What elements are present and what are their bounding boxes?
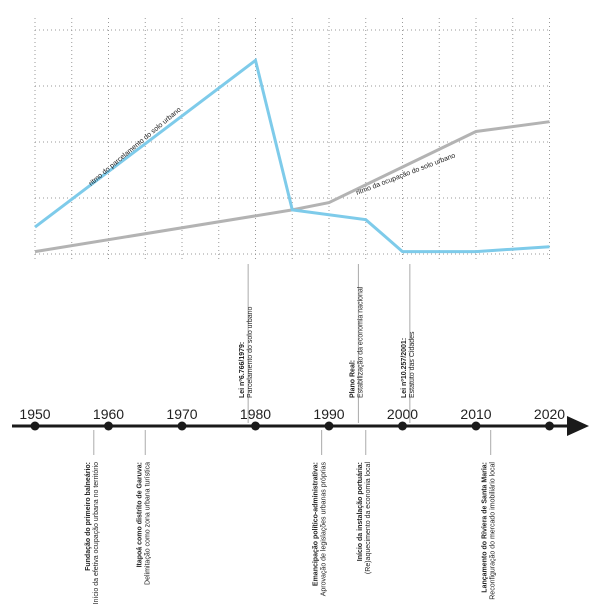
event-desc: Reconfiguração do mercado imobiliário lo… bbox=[490, 462, 497, 600]
curve-labels: ritmo do parcelamento do solo urbano rit… bbox=[88, 106, 457, 197]
event-title: Lei nº10.257/2001: bbox=[401, 338, 408, 398]
year-label-2020: 2020 bbox=[534, 406, 565, 422]
event-above-2: Lei nº10.257/2001: Estatuto das Cidades bbox=[401, 264, 416, 423]
event-desc: Início da efetiva ocupação urbana no ter… bbox=[93, 462, 100, 605]
event-title: Itapoá como distrito de Garuva: bbox=[136, 462, 143, 567]
event-below-3: Início da instalação portuária: (Re)aquec… bbox=[357, 430, 372, 574]
year-dot-2020 bbox=[545, 421, 554, 431]
event-title: Emancipação político-administrativa: bbox=[313, 462, 320, 586]
chart-series bbox=[34, 57, 550, 254]
series-line-parcelamento bbox=[34, 57, 550, 254]
event-desc: Estatuto das Cidades bbox=[409, 331, 416, 398]
series-line-ocupacao bbox=[34, 120, 550, 254]
year-label-1960: 1960 bbox=[93, 406, 124, 422]
event-desc: Delimitação como zona urbana turística bbox=[144, 462, 151, 585]
event-above-1: Plano Real: Estabilização da economia nac… bbox=[349, 264, 364, 423]
event-title: Plano Real: bbox=[349, 360, 356, 398]
timeline-events: Lei nº6.766/1979: Parcelamento do solo ur… bbox=[85, 264, 497, 604]
year-dot-2000 bbox=[398, 421, 407, 431]
event-desc: Aprovação de legislações urbanas própria… bbox=[321, 462, 328, 597]
timeline-arrowhead bbox=[567, 416, 589, 436]
timeline-axis: 1950 1960 1970 1980 1990 2000 2010 2020 bbox=[12, 406, 589, 436]
year-dot-1980 bbox=[251, 421, 260, 431]
series-label-ocupacao: ritmo da ocupação do solo urbano bbox=[355, 152, 456, 197]
year-label-1950: 1950 bbox=[19, 406, 50, 422]
event-title: Início da instalação portuária: bbox=[357, 462, 364, 561]
year-dot-2010 bbox=[471, 421, 481, 431]
event-title: Fundação do primeiro balneário: bbox=[85, 462, 92, 571]
event-desc: (Re)aquecimento da economia local bbox=[365, 462, 372, 575]
series-label-parcelamento: ritmo do parcelamento do solo urbano bbox=[88, 106, 183, 187]
year-label-1970: 1970 bbox=[166, 406, 197, 422]
year-label-2010: 2010 bbox=[460, 406, 491, 422]
year-dot-1960 bbox=[104, 421, 113, 431]
year-label-2000: 2000 bbox=[387, 406, 418, 422]
event-below-2: Emancipação político-administrativa: Apro… bbox=[313, 430, 328, 596]
chart-grid bbox=[34, 18, 550, 262]
event-below-4: Lançamento do Riviera de Santa Maria: Rec… bbox=[482, 430, 497, 600]
year-dot-1970 bbox=[177, 421, 187, 431]
event-below-0: Fundação do primeiro balneário: Início da… bbox=[85, 430, 100, 604]
event-desc: Estabilização da economia nacional bbox=[357, 286, 364, 398]
year-dot-1950 bbox=[30, 421, 40, 431]
event-below-1: Itapoá como distrito de Garuva: Delimitaç… bbox=[136, 430, 151, 585]
year-label-1990: 1990 bbox=[313, 406, 344, 422]
event-title: Lei nº6.766/1979: bbox=[239, 342, 246, 398]
event-title: Lançamento do Riviera de Santa Maria: bbox=[482, 462, 489, 593]
year-dot-1990 bbox=[324, 421, 334, 431]
year-label-1980: 1980 bbox=[240, 406, 271, 422]
event-above-0: Lei nº6.766/1979: Parcelamento do solo ur… bbox=[239, 264, 254, 423]
event-desc: Parcelamento do solo urbano bbox=[247, 306, 254, 398]
